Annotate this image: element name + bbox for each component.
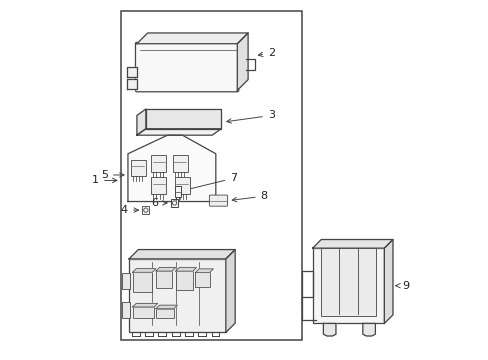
Text: 5: 5 — [101, 170, 124, 180]
Bar — [129, 259, 225, 332]
Text: 9: 9 — [395, 281, 408, 291]
Polygon shape — [225, 249, 235, 332]
Bar — [121, 12, 301, 339]
Bar — [312, 248, 384, 323]
Bar — [132, 272, 152, 292]
Polygon shape — [126, 67, 137, 77]
Bar — [132, 307, 154, 318]
Bar — [175, 271, 192, 290]
Text: 6: 6 — [151, 198, 167, 208]
Bar — [131, 160, 145, 176]
Polygon shape — [132, 303, 158, 307]
Polygon shape — [137, 33, 247, 44]
Polygon shape — [145, 109, 221, 129]
Polygon shape — [156, 267, 175, 271]
Bar — [151, 155, 166, 172]
Polygon shape — [137, 109, 145, 135]
Polygon shape — [126, 78, 137, 89]
FancyBboxPatch shape — [209, 195, 227, 206]
Bar — [142, 206, 149, 214]
Text: 7: 7 — [185, 173, 237, 191]
Bar — [174, 186, 181, 197]
Bar — [122, 302, 129, 318]
Text: 8: 8 — [232, 191, 267, 202]
Polygon shape — [237, 33, 247, 90]
Bar — [320, 248, 376, 316]
FancyBboxPatch shape — [135, 42, 238, 92]
Polygon shape — [137, 129, 221, 135]
Bar — [151, 177, 166, 194]
Bar — [172, 155, 187, 172]
Polygon shape — [128, 135, 215, 202]
Text: 2: 2 — [258, 48, 274, 58]
Polygon shape — [129, 249, 235, 259]
Bar — [156, 271, 172, 288]
Polygon shape — [362, 323, 375, 336]
Text: 1: 1 — [92, 175, 117, 185]
Polygon shape — [384, 239, 392, 323]
Bar — [195, 273, 209, 287]
Polygon shape — [312, 239, 392, 248]
Polygon shape — [195, 269, 213, 273]
Bar — [122, 273, 129, 289]
Polygon shape — [175, 267, 196, 271]
Polygon shape — [323, 323, 335, 336]
Bar — [174, 177, 189, 194]
Bar — [156, 309, 174, 318]
Polygon shape — [156, 305, 177, 309]
Bar — [171, 199, 178, 207]
Polygon shape — [132, 269, 156, 272]
Text: 4: 4 — [121, 205, 138, 215]
Text: 3: 3 — [226, 111, 274, 123]
